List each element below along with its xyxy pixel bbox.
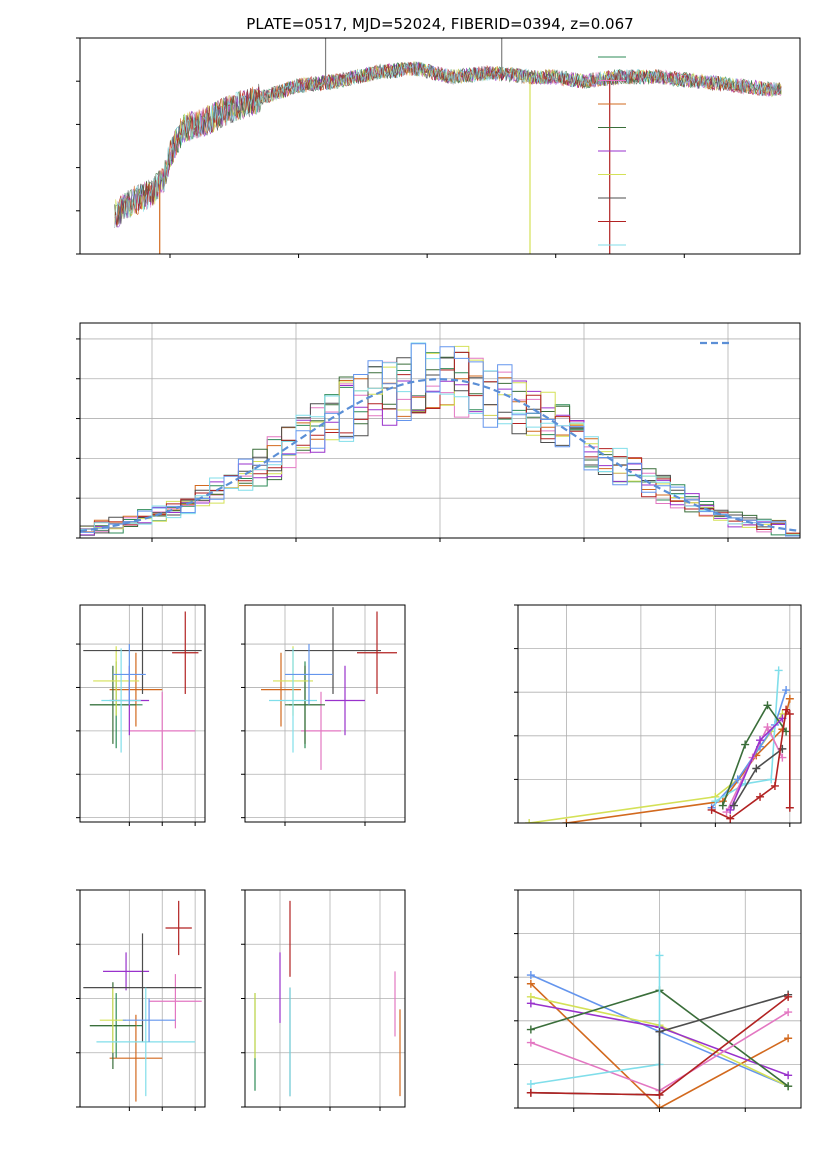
weight-marker	[655, 1027, 664, 1036]
weight-marker	[784, 992, 793, 1001]
weight-marker	[782, 686, 791, 695]
model-spectrum	[114, 62, 782, 228]
model-spectrum	[114, 62, 782, 225]
weight-marker	[526, 1038, 535, 1047]
weight-marker	[526, 999, 535, 1008]
weight-line	[530, 983, 789, 1108]
weight-marker	[756, 792, 765, 801]
chart-panel-mass_vs_Z	[76, 889, 206, 1111]
weight-marker	[784, 1034, 793, 1043]
weight-marker	[784, 1082, 793, 1091]
weight-marker	[726, 805, 735, 814]
weight-line	[722, 703, 787, 806]
plot-area	[83, 900, 202, 1102]
weight-marker	[655, 1090, 664, 1099]
plot-area	[526, 951, 793, 1108]
weight-marker	[526, 1080, 535, 1089]
chart-panel-age_vs_Z	[76, 604, 206, 826]
axes-frame	[79, 37, 801, 255]
weight-marker	[774, 666, 783, 675]
axes-frame	[79, 322, 801, 539]
figure-title: PLATE=0517, MJD=52024, FIBERID=0394, z=0…	[246, 15, 633, 33]
axes-frame	[79, 604, 206, 823]
weight-marker	[655, 951, 664, 960]
data-spectrum	[114, 61, 782, 226]
axes-frame	[244, 889, 406, 1108]
model-spectrum	[114, 61, 782, 228]
weight-marker	[767, 775, 776, 784]
weight-marker	[782, 705, 791, 714]
weight-marker	[763, 701, 772, 710]
weight-marker	[785, 803, 794, 812]
weight-marker	[562, 819, 571, 823]
weight-marker	[718, 801, 727, 810]
weight-marker	[525, 819, 534, 823]
weight-marker	[526, 1088, 535, 1097]
chart-panel-mass_vs_ebv	[241, 889, 406, 1111]
axes-frame	[517, 889, 802, 1109]
model-spectrum	[114, 62, 782, 224]
weight-marker	[707, 805, 716, 814]
weight-marker	[784, 1008, 793, 1017]
axes-frame	[79, 889, 206, 1108]
chart-panel-weight_vs_Z	[514, 889, 802, 1112]
weight-marker	[741, 740, 750, 749]
weight-marker	[770, 781, 779, 790]
weight-marker	[763, 723, 772, 732]
weight-marker	[756, 736, 765, 745]
weight-marker	[729, 801, 738, 810]
weight-marker	[752, 764, 761, 773]
plot-area	[261, 607, 397, 770]
weight-marker	[526, 1025, 535, 1034]
plot-area	[254, 900, 401, 1097]
chart-panel-age_vs_mass	[241, 604, 406, 826]
plot-area	[525, 666, 794, 823]
axes-frame	[244, 604, 406, 823]
chart-panel-weight_vs_age	[514, 604, 802, 827]
axes-frame	[517, 604, 802, 824]
gaussian-curve	[80, 378, 800, 533]
weight-marker	[733, 775, 742, 784]
chart-panel-spectrum	[76, 37, 801, 258]
weight-marker	[655, 1104, 664, 1108]
weight-marker	[711, 797, 720, 806]
model-spectrum	[114, 62, 782, 227]
weight-marker	[784, 1071, 793, 1080]
weight-marker	[526, 971, 535, 980]
weight-marker	[785, 694, 794, 703]
weight-marker	[785, 710, 794, 718]
model-spectrum	[114, 61, 782, 228]
chart-panel-residuals	[76, 322, 801, 542]
plot-area	[114, 38, 782, 254]
weight-marker	[726, 814, 735, 823]
weight-line	[566, 698, 791, 823]
plot-area	[80, 342, 800, 537]
weight-marker	[526, 979, 535, 988]
plot-area	[83, 607, 202, 770]
model-spectrum	[114, 61, 782, 228]
